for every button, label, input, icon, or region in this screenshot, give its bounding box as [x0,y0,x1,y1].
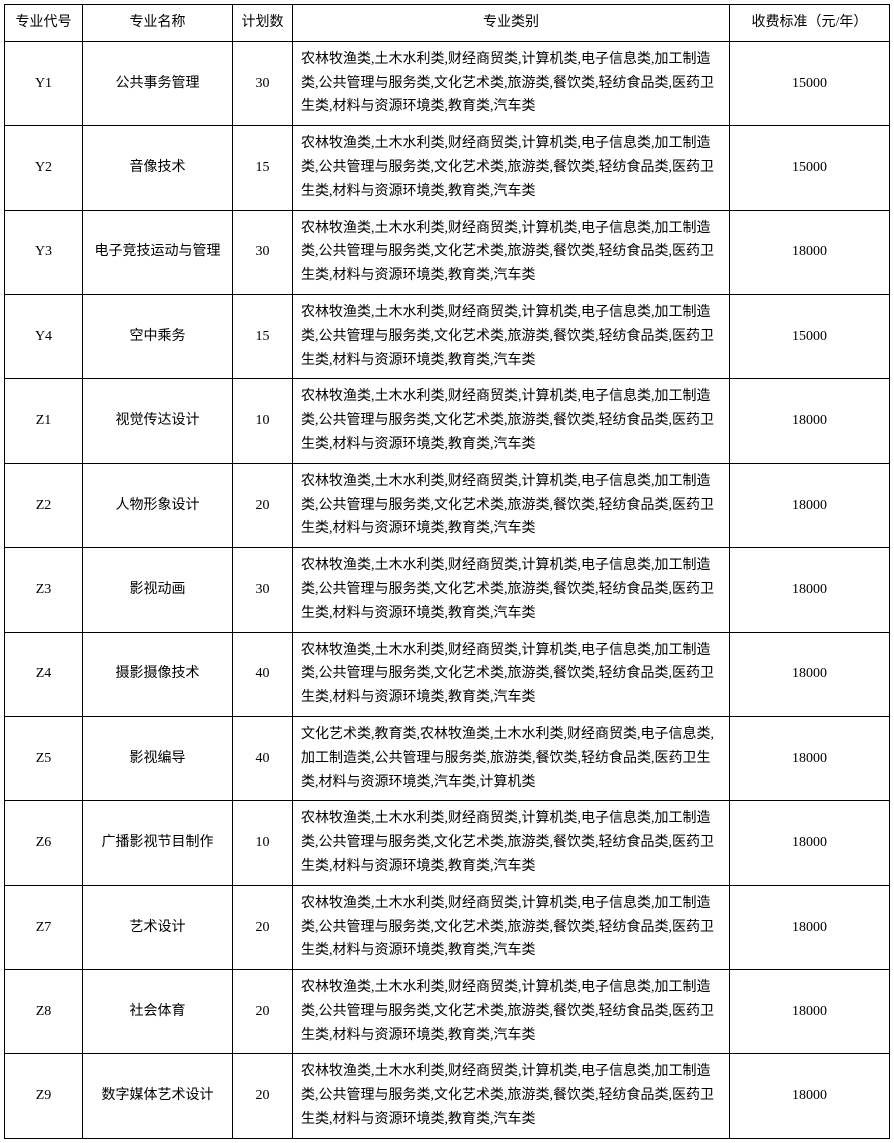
table-row: Z9数字媒体艺术设计20农林牧渔类,土木水利类,财经商贸类,计算机类,电子信息类… [5,1054,890,1138]
table-row: Y4空中乘务15农林牧渔类,土木水利类,财经商贸类,计算机类,电子信息类,加工制… [5,294,890,378]
table-row: Y1公共事务管理30农林牧渔类,土木水利类,财经商贸类,计算机类,电子信息类,加… [5,41,890,125]
cell-category: 文化艺术类,教育类,农林牧渔类,土木水利类,财经商贸类,电子信息类,加工制造类,… [293,716,730,800]
cell-plan: 15 [233,294,293,378]
cell-name: 广播影视节目制作 [83,801,233,885]
header-row: 专业代号 专业名称 计划数 专业类别 收费标准（元/年） [5,5,890,42]
cell-category: 农林牧渔类,土木水利类,财经商贸类,计算机类,电子信息类,加工制造类,公共管理与… [293,548,730,632]
cell-category: 农林牧渔类,土木水利类,财经商贸类,计算机类,电子信息类,加工制造类,公共管理与… [293,379,730,463]
cell-code: Y1 [5,41,83,125]
cell-fee: 18000 [730,885,890,969]
cell-plan: 20 [233,1054,293,1138]
table-header: 专业代号 专业名称 计划数 专业类别 收费标准（元/年） [5,5,890,42]
cell-plan: 30 [233,41,293,125]
cell-code: Z8 [5,970,83,1054]
header-fee: 收费标准（元/年） [730,5,890,42]
cell-fee: 15000 [730,126,890,210]
cell-code: Y4 [5,294,83,378]
cell-plan: 40 [233,632,293,716]
cell-fee: 18000 [730,801,890,885]
cell-category: 农林牧渔类,土木水利类,财经商贸类,计算机类,电子信息类,加工制造类,公共管理与… [293,463,730,547]
cell-plan: 30 [233,548,293,632]
majors-table: 专业代号 专业名称 计划数 专业类别 收费标准（元/年） Y1公共事务管理30农… [4,4,890,1139]
cell-fee: 18000 [730,970,890,1054]
cell-name: 音像技术 [83,126,233,210]
table-row: Z6广播影视节目制作10农林牧渔类,土木水利类,财经商贸类,计算机类,电子信息类… [5,801,890,885]
header-code: 专业代号 [5,5,83,42]
cell-fee: 18000 [730,379,890,463]
cell-name: 影视编导 [83,716,233,800]
cell-category: 农林牧渔类,土木水利类,财经商贸类,计算机类,电子信息类,加工制造类,公共管理与… [293,126,730,210]
cell-category: 农林牧渔类,土木水利类,财经商贸类,计算机类,电子信息类,加工制造类,公共管理与… [293,885,730,969]
cell-fee: 18000 [730,1054,890,1138]
cell-name: 数字媒体艺术设计 [83,1054,233,1138]
cell-fee: 15000 [730,41,890,125]
header-name: 专业名称 [83,5,233,42]
cell-fee: 18000 [730,548,890,632]
cell-plan: 15 [233,126,293,210]
cell-category: 农林牧渔类,土木水利类,财经商贸类,计算机类,电子信息类,加工制造类,公共管理与… [293,632,730,716]
cell-name: 空中乘务 [83,294,233,378]
cell-name: 视觉传达设计 [83,379,233,463]
cell-fee: 18000 [730,210,890,294]
cell-category: 农林牧渔类,土木水利类,财经商贸类,计算机类,电子信息类,加工制造类,公共管理与… [293,801,730,885]
cell-fee: 18000 [730,463,890,547]
cell-name: 公共事务管理 [83,41,233,125]
cell-name: 摄影摄像技术 [83,632,233,716]
cell-code: Z1 [5,379,83,463]
header-category: 专业类别 [293,5,730,42]
cell-code: Z9 [5,1054,83,1138]
cell-code: Z6 [5,801,83,885]
table-row: Z5影视编导40文化艺术类,教育类,农林牧渔类,土木水利类,财经商贸类,电子信息… [5,716,890,800]
cell-category: 农林牧渔类,土木水利类,财经商贸类,计算机类,电子信息类,加工制造类,公共管理与… [293,41,730,125]
cell-name: 艺术设计 [83,885,233,969]
header-plan: 计划数 [233,5,293,42]
table-row: Z1视觉传达设计10农林牧渔类,土木水利类,财经商贸类,计算机类,电子信息类,加… [5,379,890,463]
cell-code: Y2 [5,126,83,210]
table-row: Z3影视动画30农林牧渔类,土木水利类,财经商贸类,计算机类,电子信息类,加工制… [5,548,890,632]
cell-name: 影视动画 [83,548,233,632]
table-body: Y1公共事务管理30农林牧渔类,土木水利类,财经商贸类,计算机类,电子信息类,加… [5,41,890,1138]
cell-name: 人物形象设计 [83,463,233,547]
cell-fee: 18000 [730,632,890,716]
cell-name: 社会体育 [83,970,233,1054]
cell-code: Z3 [5,548,83,632]
table-row: Z7艺术设计20农林牧渔类,土木水利类,财经商贸类,计算机类,电子信息类,加工制… [5,885,890,969]
cell-code: Z2 [5,463,83,547]
cell-code: Z4 [5,632,83,716]
table-row: Y3电子竞技运动与管理30农林牧渔类,土木水利类,财经商贸类,计算机类,电子信息… [5,210,890,294]
table-row: Z8社会体育20农林牧渔类,土木水利类,财经商贸类,计算机类,电子信息类,加工制… [5,970,890,1054]
cell-plan: 20 [233,463,293,547]
cell-plan: 40 [233,716,293,800]
cell-category: 农林牧渔类,土木水利类,财经商贸类,计算机类,电子信息类,加工制造类,公共管理与… [293,294,730,378]
cell-plan: 10 [233,801,293,885]
table-row: Z2人物形象设计20农林牧渔类,土木水利类,财经商贸类,计算机类,电子信息类,加… [5,463,890,547]
cell-plan: 30 [233,210,293,294]
cell-code: Z5 [5,716,83,800]
cell-name: 电子竞技运动与管理 [83,210,233,294]
cell-category: 农林牧渔类,土木水利类,财经商贸类,计算机类,电子信息类,加工制造类,公共管理与… [293,1054,730,1138]
cell-fee: 15000 [730,294,890,378]
cell-code: Y3 [5,210,83,294]
cell-plan: 20 [233,970,293,1054]
cell-plan: 20 [233,885,293,969]
cell-plan: 10 [233,379,293,463]
cell-code: Z7 [5,885,83,969]
table-row: Y2音像技术15农林牧渔类,土木水利类,财经商贸类,计算机类,电子信息类,加工制… [5,126,890,210]
cell-fee: 18000 [730,716,890,800]
cell-category: 农林牧渔类,土木水利类,财经商贸类,计算机类,电子信息类,加工制造类,公共管理与… [293,970,730,1054]
cell-category: 农林牧渔类,土木水利类,财经商贸类,计算机类,电子信息类,加工制造类,公共管理与… [293,210,730,294]
table-row: Z4摄影摄像技术40农林牧渔类,土木水利类,财经商贸类,计算机类,电子信息类,加… [5,632,890,716]
